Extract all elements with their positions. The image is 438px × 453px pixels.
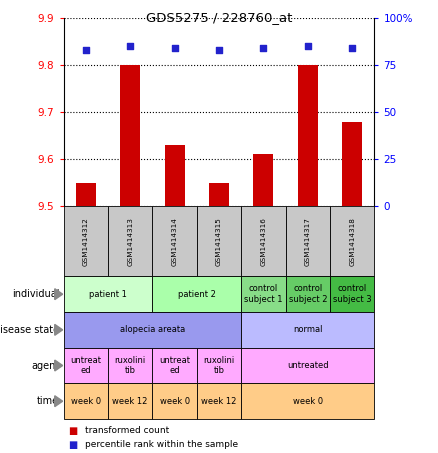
Point [215, 47, 223, 54]
Text: ■: ■ [68, 426, 77, 436]
Text: GSM1414318: GSM1414318 [349, 217, 355, 265]
Text: GSM1414316: GSM1414316 [261, 217, 266, 265]
Text: patient 1: patient 1 [89, 289, 127, 299]
Text: normal: normal [293, 325, 323, 334]
Text: week 0: week 0 [159, 397, 190, 406]
Bar [342, 121, 362, 206]
Point [82, 47, 89, 54]
Text: untreated: untreated [287, 361, 328, 370]
Text: GSM1414312: GSM1414312 [83, 217, 89, 265]
Bar [298, 65, 318, 206]
Text: patient 2: patient 2 [178, 289, 216, 299]
Text: GDS5275 / 228760_at: GDS5275 / 228760_at [146, 11, 292, 24]
Bar [120, 65, 140, 206]
Text: week 0: week 0 [71, 397, 101, 406]
Text: untreat
ed: untreat ed [70, 356, 101, 375]
Text: agent: agent [31, 361, 59, 371]
Text: week 12: week 12 [113, 397, 148, 406]
Text: ruxolini
tib: ruxolini tib [114, 356, 146, 375]
Text: disease state: disease state [0, 325, 59, 335]
Bar [76, 183, 96, 206]
Text: time: time [37, 396, 59, 406]
Point [304, 43, 311, 50]
Point [349, 44, 356, 52]
Text: individual: individual [12, 289, 59, 299]
Bar [209, 183, 229, 206]
Point [171, 44, 178, 52]
Text: untreat
ed: untreat ed [159, 356, 190, 375]
Text: transformed count: transformed count [85, 426, 170, 435]
Text: GSM1414315: GSM1414315 [216, 217, 222, 265]
Point [260, 44, 267, 52]
Text: ■: ■ [68, 439, 77, 449]
Text: control
subject 2: control subject 2 [289, 284, 327, 304]
Text: week 0: week 0 [293, 397, 323, 406]
Bar [254, 154, 273, 206]
Text: control
subject 3: control subject 3 [333, 284, 371, 304]
Bar [165, 145, 184, 206]
Point [127, 43, 134, 50]
Text: week 12: week 12 [201, 397, 237, 406]
Text: alopecia areata: alopecia areata [120, 325, 185, 334]
Text: GSM1414317: GSM1414317 [305, 217, 311, 265]
Text: ruxolini
tib: ruxolini tib [203, 356, 235, 375]
Text: percentile rank within the sample: percentile rank within the sample [85, 440, 239, 449]
Text: GSM1414313: GSM1414313 [127, 217, 133, 265]
Text: control
subject 1: control subject 1 [244, 284, 283, 304]
Text: GSM1414314: GSM1414314 [172, 217, 177, 265]
